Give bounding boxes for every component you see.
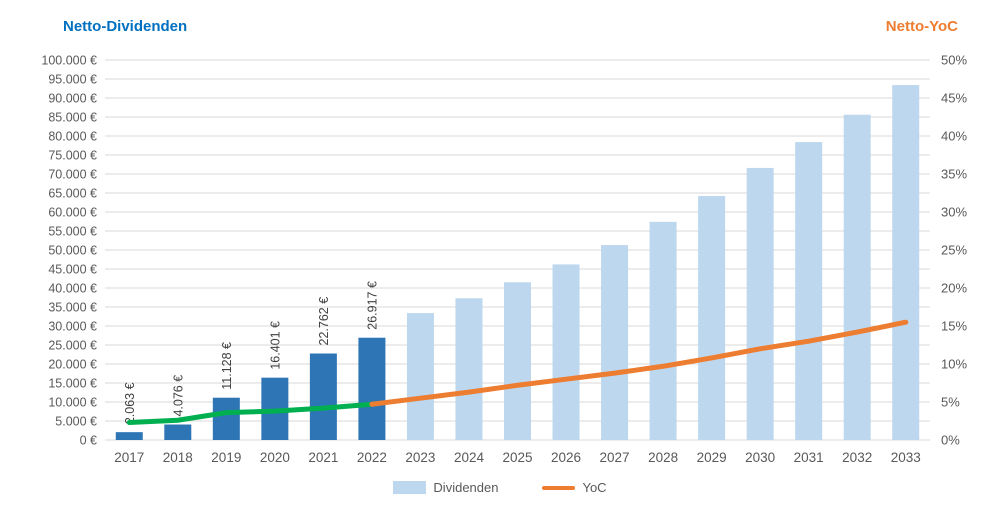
- bar-2024: [455, 298, 483, 440]
- x-axis-label-2017: 2017: [114, 450, 144, 465]
- bar-2028: [649, 221, 677, 440]
- bar-2033: [892, 85, 920, 440]
- right-axis-tick: 20%: [941, 281, 967, 296]
- bar-2030: [746, 167, 774, 441]
- x-axis-label-2025: 2025: [502, 450, 532, 465]
- bar-2025: [504, 282, 531, 440]
- x-axis-label-2021: 2021: [308, 450, 338, 465]
- left-axis-tick: 20.000 €: [48, 358, 97, 372]
- legend-item-dividenden: Dividenden: [393, 480, 498, 495]
- right-axis-tick: 30%: [941, 205, 967, 220]
- left-axis-tick: 85.000 €: [48, 111, 97, 125]
- left-axis-tick: 70.000 €: [48, 168, 97, 182]
- right-axis-tick: 5%: [941, 395, 960, 410]
- left-axis-tick: 35.000 €: [48, 301, 97, 315]
- bar-data-label: 22.762 €: [317, 297, 331, 346]
- bar-2017: [115, 432, 143, 440]
- legend-item-yoc: YoC: [542, 480, 607, 495]
- right-axis-tick: 50%: [941, 53, 967, 68]
- bar-2027: [601, 245, 629, 440]
- left-axis-tick: 75.000 €: [48, 149, 97, 163]
- x-axis-label-2027: 2027: [600, 450, 630, 465]
- left-axis-tick: 40.000 €: [48, 282, 97, 296]
- bar-data-label: 4.076 €: [171, 375, 185, 417]
- chart-legend: Dividenden YoC: [0, 480, 1000, 495]
- bar-2019: [212, 397, 240, 440]
- dividenden-swatch-icon: [393, 481, 427, 494]
- right-axis-tick: 15%: [941, 319, 967, 334]
- bar-2021: [309, 353, 337, 440]
- x-axis-label-2033: 2033: [891, 450, 921, 465]
- left-axis-tick: 95.000 €: [48, 73, 97, 87]
- x-axis-label-2018: 2018: [163, 450, 193, 465]
- bar-data-label: 11.128 €: [220, 342, 234, 390]
- left-axis-tick: 25.000 €: [48, 339, 97, 353]
- x-axis-label-2030: 2030: [745, 450, 775, 465]
- x-axis-label-2019: 2019: [211, 450, 241, 465]
- left-axis-tick: 0 €: [80, 434, 97, 448]
- left-axis-tick: 90.000 €: [48, 92, 97, 106]
- yoc-line-actual: [126, 401, 375, 426]
- left-axis-title: Netto-Dividenden: [63, 18, 188, 35]
- bar-data-label: 16.401 €: [268, 321, 282, 370]
- x-axis-label-2032: 2032: [842, 450, 872, 465]
- bar-2018: [164, 424, 192, 440]
- x-axis-label-2024: 2024: [454, 450, 485, 465]
- right-axis-tick: 45%: [941, 91, 967, 106]
- yoc-line-forecast: [369, 319, 909, 407]
- x-axis-label-2026: 2026: [551, 450, 581, 465]
- left-axis-tick: 60.000 €: [48, 206, 97, 220]
- right-axis-tick: 35%: [941, 167, 967, 182]
- left-axis-tick: 5.000 €: [55, 415, 97, 429]
- x-axis-label-2023: 2023: [405, 450, 435, 465]
- left-axis-tick: 100.000 €: [41, 54, 97, 68]
- left-axis-tick: 30.000 €: [48, 320, 97, 334]
- bar-2029: [698, 196, 726, 440]
- x-axis-label-2022: 2022: [357, 450, 387, 465]
- x-axis-label-2028: 2028: [648, 450, 678, 465]
- left-axis-tick: 15.000 €: [48, 377, 97, 391]
- bar-2022: [358, 337, 386, 440]
- left-axis-tick: 10.000 €: [48, 396, 97, 410]
- right-axis-tick: 10%: [941, 357, 967, 372]
- bar-data-label: 2.063 €: [123, 382, 137, 424]
- x-axis-label-2029: 2029: [697, 450, 727, 465]
- legend-label-dividenden: Dividenden: [433, 480, 499, 495]
- left-axis-tick: 80.000 €: [48, 130, 97, 144]
- right-axis-title: Netto-YoC: [885, 18, 958, 35]
- bar-2031: [795, 142, 823, 440]
- left-axis-tick: 55.000 €: [48, 225, 97, 239]
- yoc-line-swatch-icon: [542, 485, 576, 490]
- right-axis-tick: 0%: [941, 433, 960, 448]
- left-axis-tick: 65.000 €: [48, 187, 97, 201]
- right-axis-tick: 25%: [941, 243, 967, 258]
- bar-2032: [843, 114, 871, 440]
- left-axis-tick: 45.000 €: [48, 263, 97, 277]
- bar-2026: [552, 264, 580, 440]
- bar-data-label: 26.917 €: [365, 281, 379, 330]
- x-axis-label-2031: 2031: [794, 450, 824, 465]
- right-axis-tick: 40%: [941, 129, 967, 144]
- legend-label-yoc: YoC: [582, 480, 607, 495]
- x-axis-label-2020: 2020: [260, 450, 290, 465]
- bar-2023: [406, 313, 434, 440]
- left-axis-tick: 50.000 €: [48, 244, 97, 258]
